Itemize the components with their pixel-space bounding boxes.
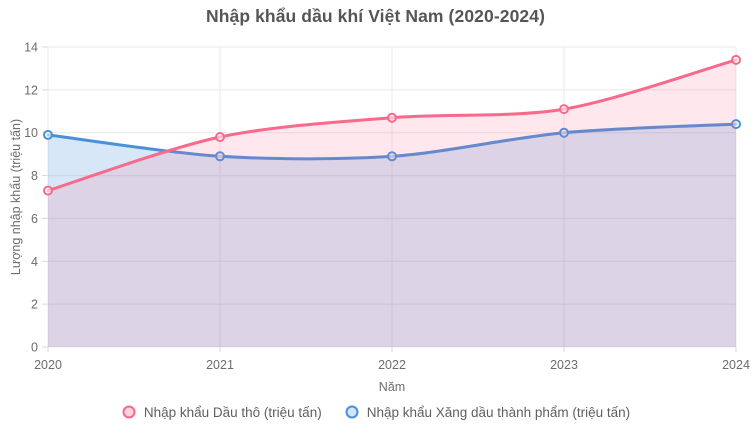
legend-item-crude-oil[interactable]: Nhập khẩu Dầu thô (triệu tấn) <box>121 404 322 420</box>
x-tick-label: 2024 <box>722 358 750 372</box>
series-area-refined-products <box>48 124 736 347</box>
data-point-crude-oil[interactable] <box>43 185 53 196</box>
data-point-crude-oil[interactable] <box>559 104 569 115</box>
data-point-refined-products[interactable] <box>215 151 225 162</box>
y-tick-label: 0 <box>31 341 38 355</box>
series-area-crude-oil <box>48 59 736 348</box>
x-axis-title: Năm <box>378 380 406 394</box>
legend: Nhập khẩu Dầu thô (triệu tấn) Nhập khẩu … <box>0 400 751 424</box>
data-point-refined-products[interactable] <box>387 151 397 162</box>
data-point-crude-oil[interactable] <box>731 54 741 65</box>
x-tick-label: 2020 <box>34 358 62 372</box>
crude-oil-series-marker-icon <box>122 405 136 419</box>
y-tick-label: 2 <box>31 298 38 312</box>
y-tick-label: 6 <box>31 212 38 226</box>
data-point-refined-products[interactable] <box>559 127 569 138</box>
legend-label-crude-oil: Nhập khẩu Dầu thô (triệu tấn) <box>143 404 322 420</box>
x-tick-label: 2022 <box>378 358 406 372</box>
y-axis-title: Lượng nhập khẩu (triệu tấn) <box>9 118 23 276</box>
data-point-crude-oil[interactable] <box>215 132 225 142</box>
y-tick-label: 4 <box>31 255 38 269</box>
refined-products-series-marker-icon <box>345 405 359 419</box>
y-tick-label: 8 <box>31 169 38 183</box>
legend-label-refined-products: Nhập khẩu Xăng dầu thành phẩm (triệu tấn… <box>366 404 631 420</box>
data-point-refined-products[interactable] <box>731 119 741 130</box>
y-tick-label: 14 <box>24 41 38 55</box>
y-tick-label: 12 <box>24 83 38 97</box>
x-tick-label: 2023 <box>550 358 578 372</box>
legend-item-refined-products[interactable]: Nhập khẩu Xăng dầu thành phẩm (triệu tấn… <box>344 404 630 420</box>
data-point-refined-products[interactable] <box>43 129 53 140</box>
data-point-crude-oil[interactable] <box>387 112 397 123</box>
y-tick-label: 10 <box>24 126 38 140</box>
x-tick-label: 2021 <box>206 358 234 372</box>
chart-title: Nhập khẩu dầu khí Việt Nam (2020-2024) <box>205 6 546 26</box>
